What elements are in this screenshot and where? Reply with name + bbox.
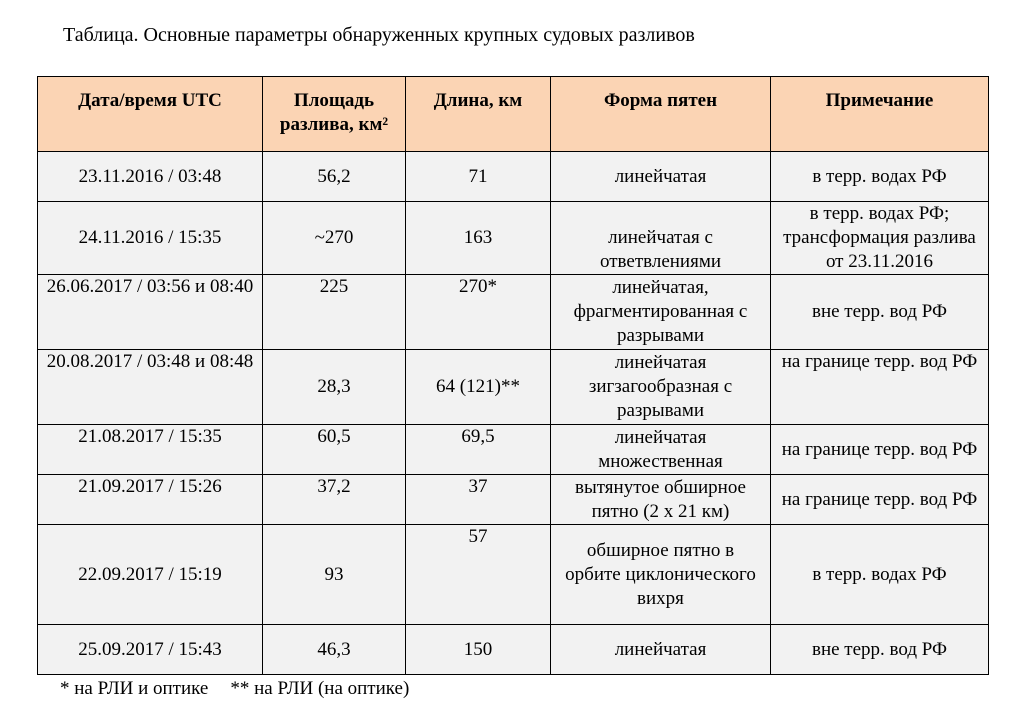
cell: в терр. водах РФ; трансформация разлива … bbox=[770, 201, 989, 275]
header-cell: Форма пятен bbox=[550, 76, 771, 152]
cell: 56,2 bbox=[262, 151, 406, 202]
cell: линейчатая, фрагментированная с разрывам… bbox=[550, 274, 771, 350]
cell: 64 (121)** bbox=[405, 349, 551, 425]
cell: на границе терр. вод РФ bbox=[770, 424, 989, 475]
cell: 93 bbox=[262, 524, 406, 625]
table-title: Таблица. Основные параметры обнаруженных… bbox=[63, 24, 695, 46]
cell: 69,5 bbox=[405, 424, 551, 475]
cell: линейчатая с ответвлениями bbox=[550, 201, 771, 275]
footnote: * на РЛИ и оптике bbox=[60, 678, 209, 699]
row: 23.11.2016 / 03:48 56,2 71 линейчатая в … bbox=[37, 151, 989, 202]
cell: вне терр. вод РФ bbox=[770, 274, 989, 350]
cell: 37,2 bbox=[262, 474, 406, 525]
cell: 150 bbox=[405, 624, 551, 675]
cell: вне терр. вод РФ bbox=[770, 624, 989, 675]
cell: 46,3 bbox=[262, 624, 406, 675]
row: 26.06.2017 / 03:56 и 08:40 225 270* лине… bbox=[37, 274, 989, 350]
cell: 22.09.2017 / 15:19 bbox=[37, 524, 263, 625]
cell: линейчатая bbox=[550, 151, 771, 202]
cell: на границе терр. вод РФ bbox=[770, 349, 989, 425]
table: Дата/время UTC Площадь разлива, км² Длин… bbox=[37, 76, 989, 675]
row: 24.11.2016 / 15:35 ~270 163 линейчатая с… bbox=[37, 201, 989, 275]
header-row: Дата/время UTC Площадь разлива, км² Длин… bbox=[37, 76, 989, 152]
cell: 26.06.2017 / 03:56 и 08:40 bbox=[37, 274, 263, 350]
cell: в терр. водах РФ bbox=[770, 151, 989, 202]
cell: вытянутое обширное пятно (2 х 21 км) bbox=[550, 474, 771, 525]
cell: 71 bbox=[405, 151, 551, 202]
row: 20.08.2017 / 03:48 и 08:48 28,3 64 (121)… bbox=[37, 349, 989, 425]
header-cell: Примечание bbox=[770, 76, 989, 152]
cell: ~270 bbox=[262, 201, 406, 275]
cell: 37 bbox=[405, 474, 551, 525]
cell: 23.11.2016 / 03:48 bbox=[37, 151, 263, 202]
row: 21.09.2017 / 15:26 37,2 37 вытянутое обш… bbox=[37, 474, 989, 525]
cell: 60,5 bbox=[262, 424, 406, 475]
footnote: ** на РЛИ (на оптике) bbox=[230, 678, 410, 699]
footnotes: * на РЛИ и оптике ** на РЛИ (на оптике) bbox=[60, 678, 409, 700]
cell: на границе терр. вод РФ bbox=[770, 474, 989, 525]
row: 25.09.2017 / 15:43 46,3 150 линейчатая в… bbox=[37, 624, 989, 675]
row: 21.08.2017 / 15:35 60,5 69,5 линейчатая … bbox=[37, 424, 989, 475]
cell: 163 bbox=[405, 201, 551, 275]
cell: 28,3 bbox=[262, 349, 406, 425]
cell: 21.09.2017 / 15:26 bbox=[37, 474, 263, 525]
cell: 21.08.2017 / 15:35 bbox=[37, 424, 263, 475]
cell: 57 bbox=[405, 524, 551, 625]
cell: 270* bbox=[405, 274, 551, 350]
cell: линейчатая bbox=[550, 624, 771, 675]
cell: 25.09.2017 / 15:43 bbox=[37, 624, 263, 675]
cell: 20.08.2017 / 03:48 и 08:48 bbox=[37, 349, 263, 425]
header-cell: Дата/время UTC bbox=[37, 76, 263, 152]
header-cell: Площадь разлива, км² bbox=[262, 76, 406, 152]
cell: линейчатая зигзагообразная с разрывами bbox=[550, 349, 771, 425]
cell: линейчатая множественная bbox=[550, 424, 771, 475]
cell: обширное пятно в орбите циклонического в… bbox=[550, 524, 771, 625]
cell: в терр. водах РФ bbox=[770, 524, 989, 625]
cell: 24.11.2016 / 15:35 bbox=[37, 201, 263, 275]
header-cell: Длина, км bbox=[405, 76, 551, 152]
row: 22.09.2017 / 15:19 93 57 обширное пятно … bbox=[37, 524, 989, 625]
cell: 225 bbox=[262, 274, 406, 350]
